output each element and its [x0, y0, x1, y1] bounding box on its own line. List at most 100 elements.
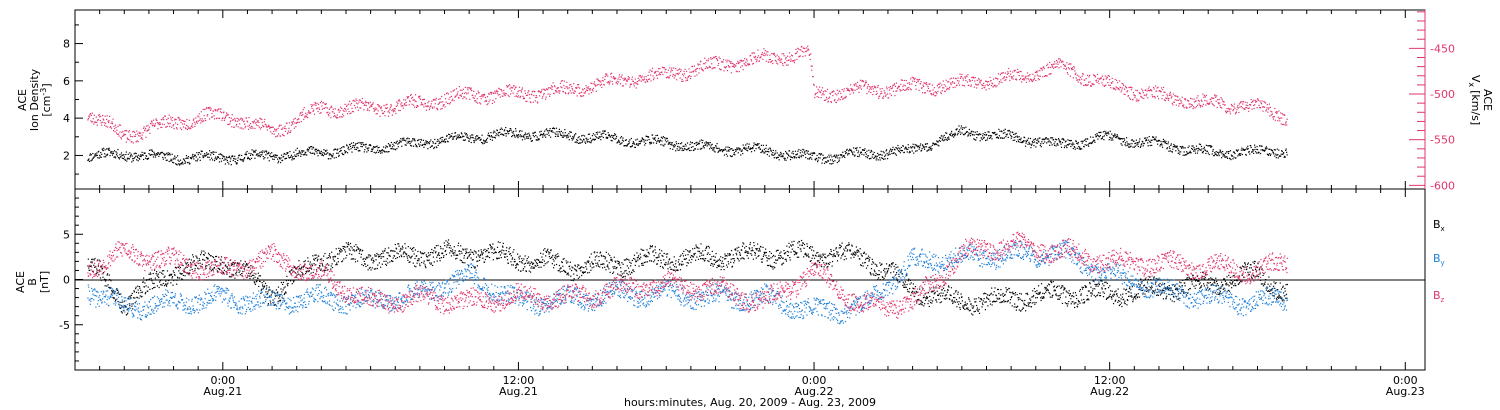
ion-density-series-point	[382, 146, 385, 148]
ion-density-series-point	[176, 155, 179, 157]
ion-density-series-point	[485, 138, 488, 141]
ion-density-series-point	[506, 133, 508, 135]
vx-series-point	[343, 110, 345, 112]
vx-series-point	[813, 83, 815, 85]
ion-density-series-point	[90, 154, 92, 156]
ion-density-series-point	[1135, 142, 1137, 144]
vx-series-point	[959, 73, 961, 75]
vx-series-point	[547, 93, 549, 95]
ion-density-series-point	[902, 145, 904, 147]
ion-density-series-point	[475, 136, 477, 138]
vx-series-point	[424, 102, 427, 105]
ion-density-series-point	[1058, 139, 1060, 141]
ion-density-series-point	[861, 153, 863, 155]
vx-series-point	[810, 65, 812, 67]
ion-density-series-point	[1263, 150, 1266, 152]
vx-series-point	[410, 94, 412, 97]
ion-density-series-point	[387, 143, 390, 145]
ion-density-series-point	[447, 133, 450, 135]
vx-series-point	[571, 87, 573, 90]
vx-series-point	[453, 89, 456, 91]
vx-series-point	[940, 92, 942, 95]
vx-series-point	[1022, 75, 1024, 77]
vx-series-point	[465, 98, 467, 100]
vx-series-point	[768, 59, 770, 61]
vx-series-point	[298, 121, 300, 123]
ion-density-series-point	[1087, 145, 1090, 147]
vx-series-point	[544, 88, 546, 90]
vx-series-point	[185, 124, 188, 127]
ion-density-series-point	[1069, 140, 1071, 142]
vx-series-point	[768, 61, 770, 63]
vx-series-point	[294, 122, 296, 124]
ion-density-series-point	[750, 151, 753, 153]
ion-density-series-point	[585, 138, 588, 140]
vx-series-point	[1115, 86, 1117, 88]
ion-density-series-point	[836, 161, 838, 164]
ion-density-series-point	[1121, 138, 1123, 140]
vx-series-point	[777, 63, 779, 65]
ion-density-series-point	[1260, 149, 1262, 151]
vx-series-point	[1021, 75, 1023, 77]
ion-density-series-point	[92, 157, 94, 159]
vx-series-point	[671, 69, 673, 72]
vx-series-point	[885, 95, 887, 97]
vx-series-point	[913, 78, 915, 81]
vx-series-point	[1099, 78, 1101, 80]
vx-series-point	[1126, 91, 1128, 93]
ion-density-series-point	[286, 152, 289, 155]
vx-series-point	[125, 130, 127, 132]
ion-density-series-point	[1035, 142, 1037, 144]
vx-series-point	[718, 68, 721, 70]
ion-density-series-point	[609, 135, 611, 137]
ion-density-series-point	[1004, 132, 1006, 134]
vx-series-point	[152, 123, 154, 125]
ion-density-series-point	[1140, 145, 1142, 147]
ion-density-series-point	[802, 148, 804, 151]
ion-density-series-point	[638, 140, 640, 142]
ion-density-series-point	[1004, 128, 1006, 130]
vx-series-point	[553, 85, 556, 87]
vx-series-point	[937, 83, 939, 85]
ion-density-series-point	[466, 136, 468, 138]
ion-density-series-point	[1039, 144, 1041, 147]
vx-series-point	[140, 132, 142, 134]
ion-density-series-point	[697, 148, 699, 150]
vx-series-point	[244, 123, 246, 125]
ion-density-series-point	[898, 147, 900, 149]
vx-series-point	[99, 120, 101, 122]
vx-series-point	[1033, 78, 1035, 81]
vx-series-point	[108, 120, 110, 122]
vx-series-point	[497, 90, 499, 93]
vx-series-point	[469, 87, 471, 89]
ion-density-series-point	[791, 152, 793, 154]
vx-series-point	[109, 125, 112, 128]
ion-density-series-point	[109, 155, 111, 157]
vx-series-point	[905, 80, 907, 82]
ion-density-series-point	[504, 129, 506, 131]
ion-density-series-point	[517, 137, 519, 139]
vx-series-point	[1199, 104, 1201, 106]
vx-series-point	[410, 93, 412, 96]
vx-series-point	[264, 118, 266, 121]
ion-density-series-point	[1201, 148, 1203, 150]
ion-density-series-point	[432, 141, 434, 143]
ion-density-series-point	[1080, 148, 1082, 150]
ion-density-series-point	[974, 131, 976, 133]
vx-series-point	[623, 79, 625, 81]
ion-density-series-point	[624, 145, 626, 147]
ion-density-series-point	[576, 139, 578, 141]
vx-series-point	[540, 90, 542, 93]
vx-series-point	[1073, 65, 1075, 68]
vx-series-point	[287, 130, 290, 132]
top-left-tick-label: 4	[63, 112, 70, 125]
ion-density-series-point	[455, 138, 458, 140]
ion-density-series-point	[811, 158, 813, 160]
vx-series-point	[246, 121, 249, 123]
ion-density-series-point	[267, 157, 269, 159]
ion-density-series-point	[177, 159, 179, 161]
ion-density-series-point	[1222, 153, 1225, 155]
vx-series-point	[1027, 75, 1029, 77]
ion-density-series-point	[879, 157, 881, 159]
vx-series-point	[659, 67, 661, 70]
